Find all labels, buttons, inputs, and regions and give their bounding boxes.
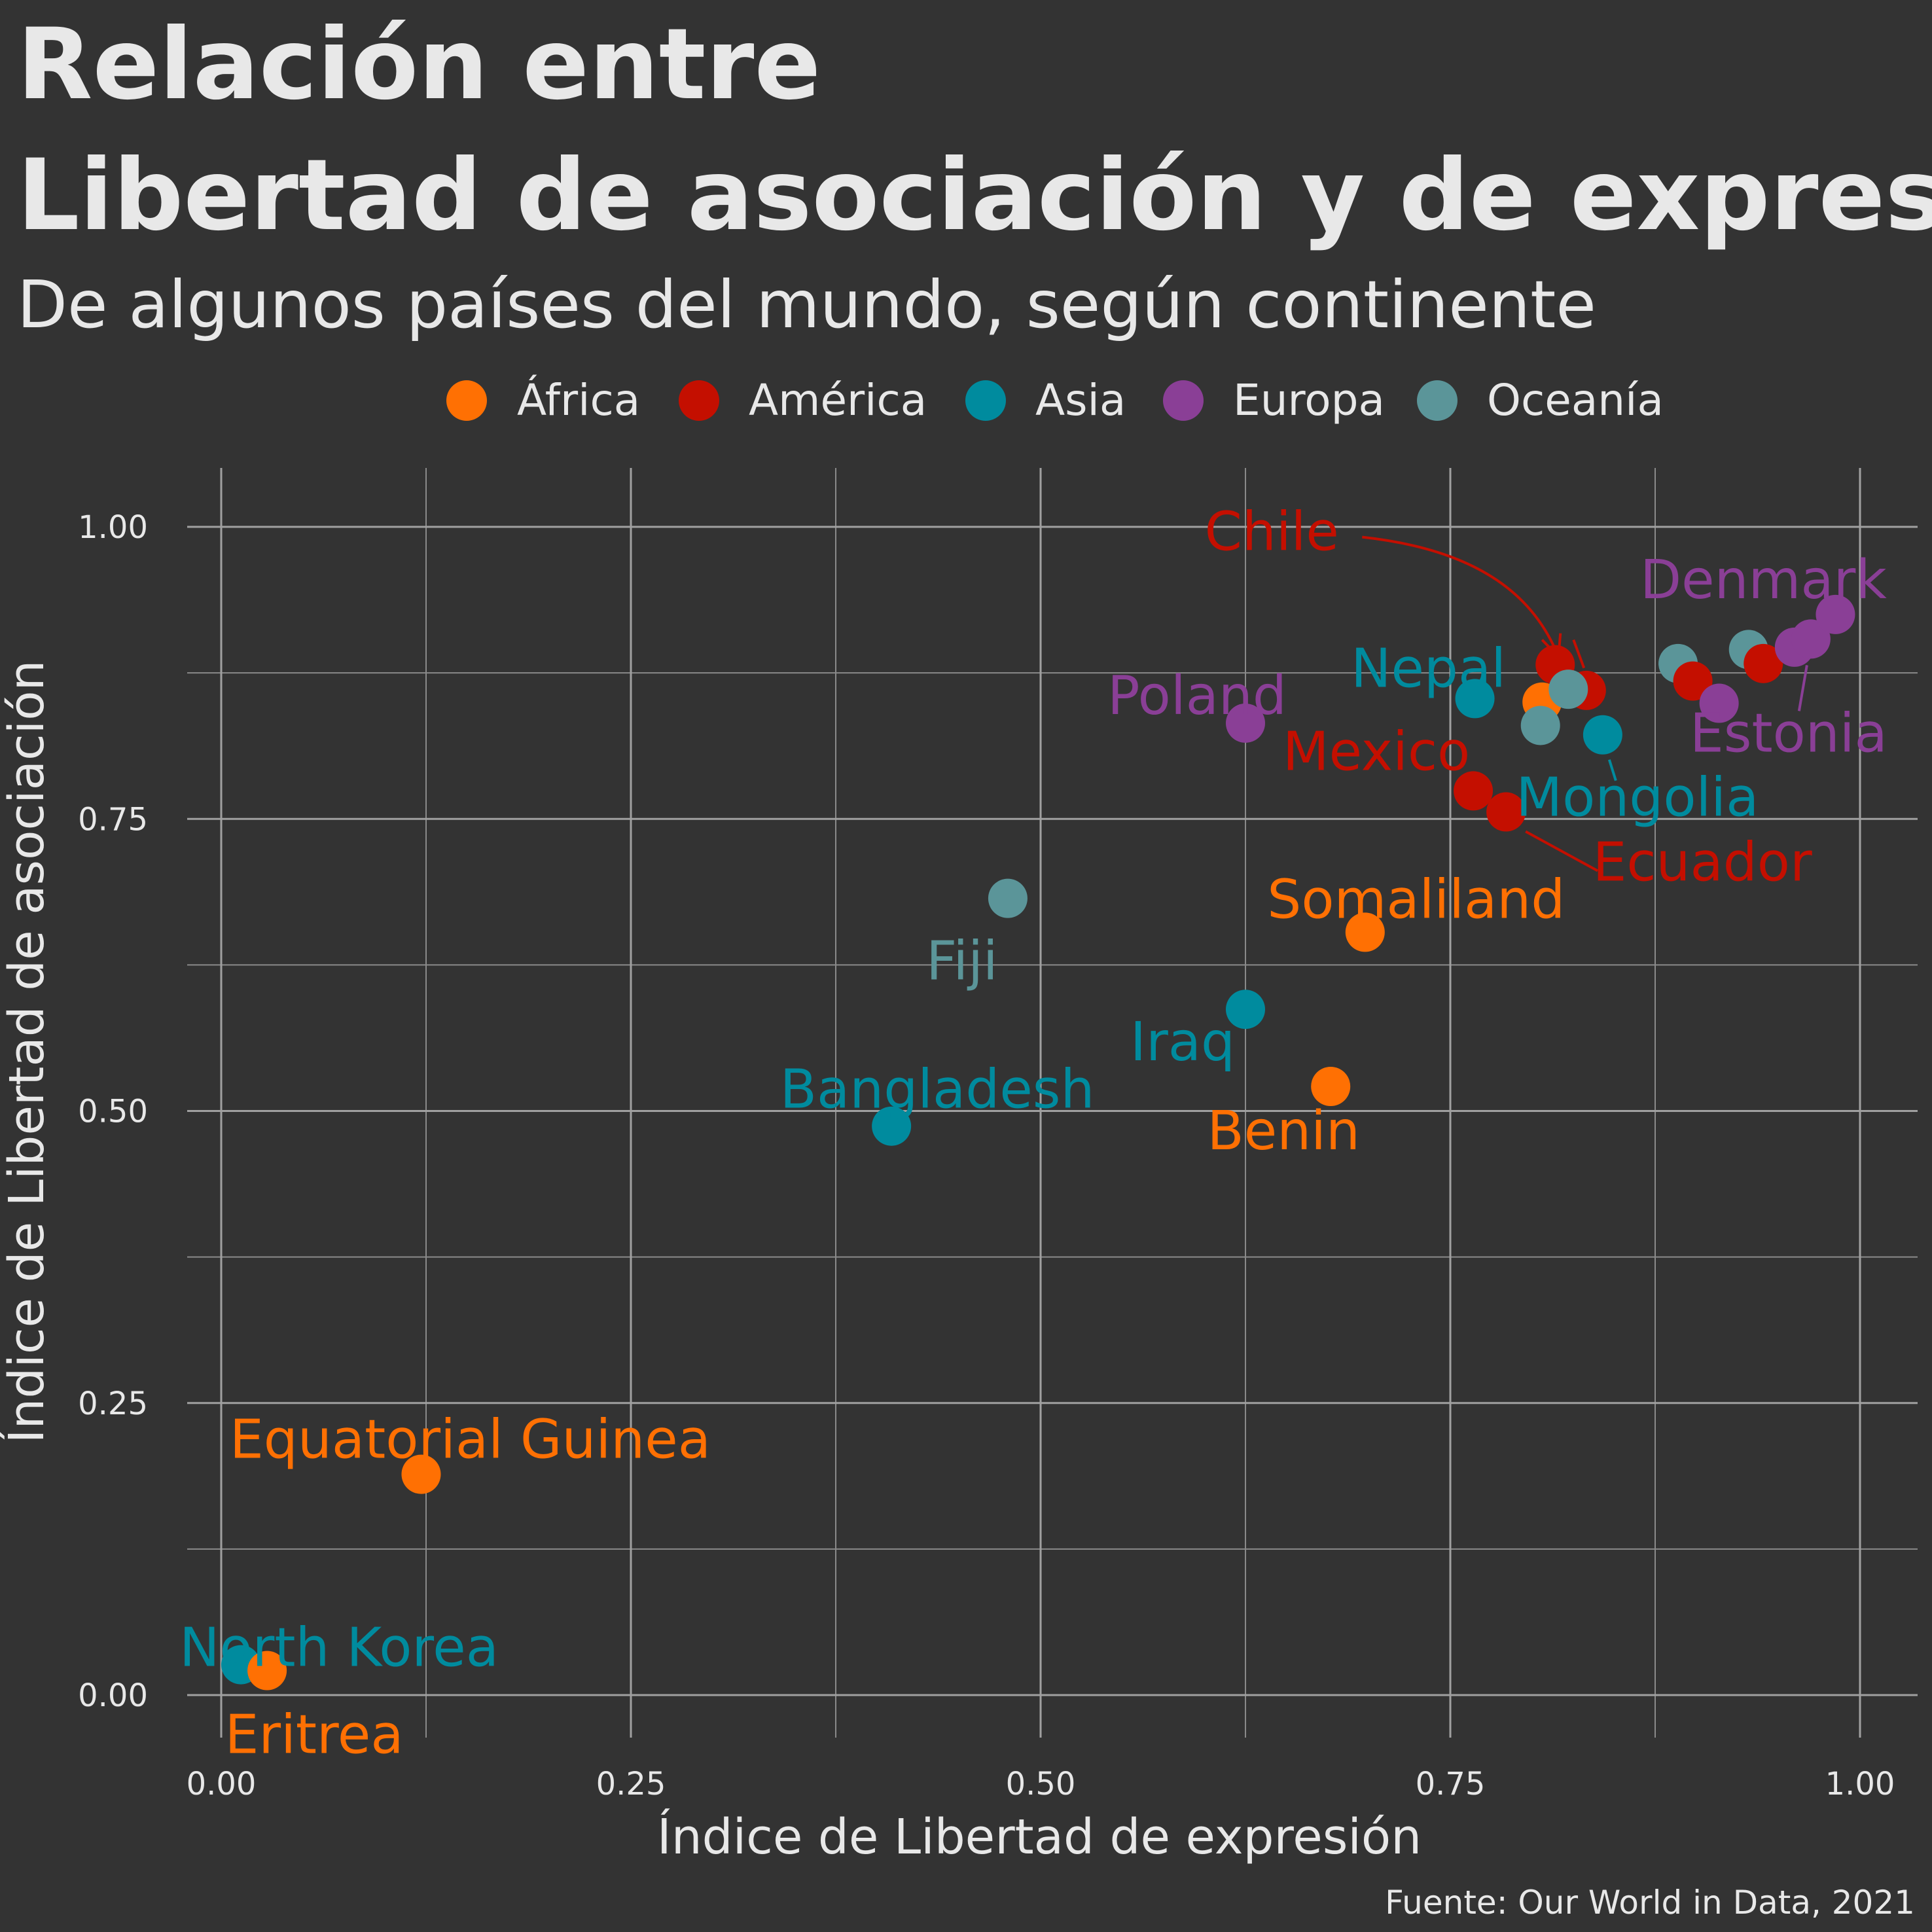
data-point-3 — [401, 1454, 441, 1494]
legend-dot-5 — [1417, 380, 1458, 421]
legend-label: América — [749, 375, 927, 425]
data-point-7 — [1226, 703, 1265, 743]
y-axis-title: Índice de Libertad de asociación — [0, 660, 55, 1444]
legend-dot-3 — [965, 380, 1006, 421]
y-tick-label: 0.25 — [78, 1386, 148, 1422]
point-label: Somaliland — [1267, 868, 1565, 931]
point-labels: North Korea Eritrea Equatorial Guinea Bangl… — [179, 501, 1887, 1766]
label-connector — [1607, 759, 1617, 781]
data-point-11 — [1454, 771, 1494, 811]
data-point-17 — [1548, 670, 1588, 709]
point-label: Denmark — [1640, 549, 1887, 611]
label-connector — [1572, 639, 1586, 669]
legend-dot-4 — [1163, 380, 1204, 421]
point-label: Fiji — [926, 931, 998, 993]
data-point-2 — [247, 1651, 287, 1690]
data-point-9 — [1345, 912, 1385, 952]
x-tick-label: 1.00 — [1825, 1766, 1895, 1802]
point-label: Chile — [1205, 501, 1339, 564]
x-tick-label: 0.75 — [1416, 1766, 1486, 1802]
x-axis-title: Índice de Libertad de expresión — [657, 1808, 1422, 1865]
label-connector — [1362, 535, 1560, 658]
label-connector — [1525, 830, 1599, 872]
chart-title-line2: Libertad de asociación y de expresión — [17, 139, 1932, 253]
data-point-6 — [1226, 990, 1265, 1029]
point-label: Nepal — [1351, 637, 1506, 700]
label-connector — [1797, 665, 1808, 711]
point-label: Mongolia — [1516, 767, 1759, 829]
data-point-12 — [1486, 792, 1526, 832]
chart-subtitle: De algunos países del mundo, según conti… — [17, 266, 1596, 343]
point-label: Poland — [1107, 665, 1287, 727]
data-point-14 — [1520, 706, 1560, 745]
x-axis-ticks: 0.00 0.25 0.50 0.75 1.00 — [187, 1766, 1895, 1802]
x-tick-label: 0.25 — [596, 1766, 666, 1802]
legend-dot-2 — [679, 380, 719, 421]
data-point-21 — [1699, 683, 1739, 723]
point-label: Benin — [1207, 1100, 1359, 1162]
data-point-8 — [1311, 1067, 1351, 1107]
label-connectors — [1362, 535, 1808, 872]
plot-grid — [187, 468, 1918, 1738]
data-point-18 — [1583, 715, 1622, 755]
legend-label: África — [517, 375, 640, 425]
point-label: Eritrea — [225, 1704, 404, 1766]
y-tick-label: 0.50 — [78, 1094, 148, 1130]
y-tick-label: 1.00 — [78, 509, 148, 546]
point-label: Bangladesh — [780, 1059, 1095, 1121]
point-label: North Korea — [179, 1617, 499, 1679]
data-point-25 — [1791, 619, 1831, 659]
data-point-23 — [1744, 643, 1783, 683]
y-tick-label: 0.00 — [78, 1677, 148, 1714]
legend-label: Europa — [1233, 375, 1385, 425]
x-tick-label: 0.50 — [1006, 1766, 1076, 1802]
legend-dot-1 — [446, 380, 487, 421]
y-tick-label: 0.75 — [78, 801, 148, 838]
chart-title-line1: Relación entre — [17, 8, 821, 122]
point-label: Estonia — [1690, 702, 1887, 764]
y-axis-ticks: 0.00 0.25 0.50 0.75 1.00 — [78, 509, 148, 1714]
data-point-5 — [988, 878, 1028, 918]
chart-legend: África América Asia Europa Oceanía — [446, 375, 1664, 425]
data-points — [221, 594, 1855, 1690]
data-point-20 — [1673, 661, 1713, 701]
point-label: Mexico — [1283, 721, 1470, 783]
legend-label: Asia — [1035, 375, 1126, 425]
data-point-26 — [1816, 594, 1855, 634]
chart-caption: Fuente: Our World in Data, 2021 — [1385, 1884, 1915, 1922]
data-point-4 — [872, 1106, 912, 1146]
data-point-10 — [1455, 679, 1495, 719]
point-label: Equatorial Guinea — [230, 1409, 711, 1471]
legend-label: Oceanía — [1487, 375, 1664, 425]
x-tick-label: 0.00 — [187, 1766, 257, 1802]
point-label: Iraq — [1130, 1011, 1235, 1073]
point-label: Ecuador — [1593, 832, 1812, 894]
